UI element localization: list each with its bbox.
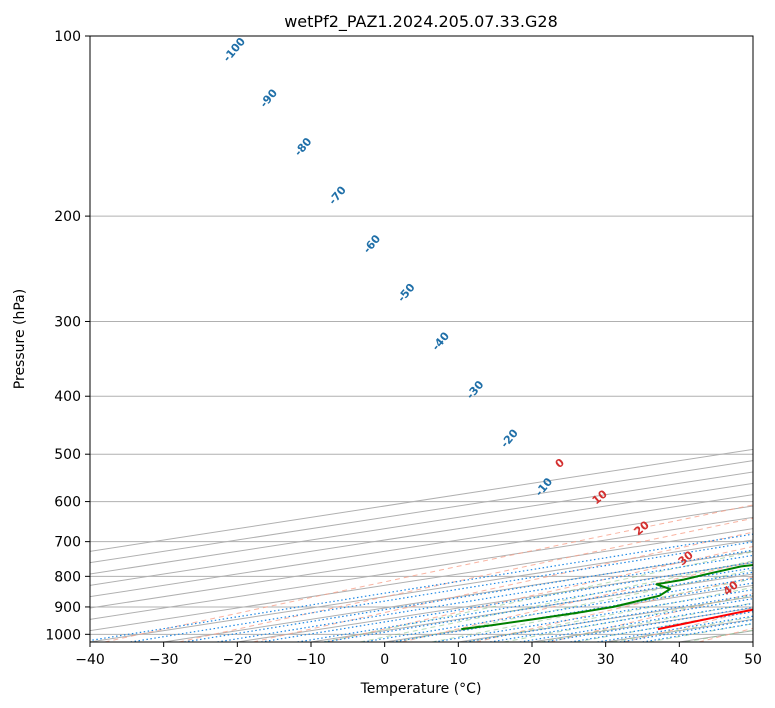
moist-adiabat <box>323 551 753 642</box>
y-tick-label: 100 <box>54 29 81 45</box>
dry-adiabat <box>327 546 753 642</box>
mixing-ratio-line <box>363 577 753 642</box>
x-tick-label: −40 <box>75 652 105 668</box>
isotherm-line <box>90 460 753 564</box>
sounding-series <box>461 563 753 631</box>
isotherm-line <box>90 471 753 575</box>
chart-title: wetPf2_PAZ1.2024.205.07.33.G28 <box>284 12 558 32</box>
moist-adiabat <box>467 586 753 642</box>
x-tick-label: 50 <box>744 652 762 668</box>
x-tick-label: −20 <box>223 652 253 668</box>
isotherm-line <box>90 448 753 552</box>
y-tick-label: 400 <box>54 389 81 405</box>
mixing-ratio-line <box>261 561 753 642</box>
mixing-ratio-line <box>324 571 753 642</box>
dry-adiabat <box>104 504 753 642</box>
isotherm-line <box>90 516 753 620</box>
x-tick-label: 40 <box>670 652 688 668</box>
y-tick-label: 300 <box>54 314 81 330</box>
y-tick-label: 700 <box>54 535 81 551</box>
isotherm-line <box>90 505 753 609</box>
x-tick-label: 10 <box>449 652 467 668</box>
x-tick-label: −30 <box>149 652 179 668</box>
skewt-background-lines <box>90 36 753 642</box>
isotherm-line <box>90 494 753 598</box>
y-tick-label: 600 <box>54 495 81 511</box>
isotherm-line <box>90 528 753 632</box>
axes: −40 −30 −20 −10 0 10 20 30 40 50 100 200 300 400 500 60… <box>45 29 762 668</box>
moist-adiabat <box>359 560 753 642</box>
dry-adiabat <box>475 576 753 642</box>
isotherm-line <box>90 539 753 642</box>
y-tick-label: 900 <box>54 600 81 616</box>
x-tick-label: 20 <box>523 652 541 668</box>
mixing-ratio-line <box>184 549 753 642</box>
x-axis-label: Temperature (°C) <box>360 681 482 697</box>
y-axis-label: Pressure (hPa) <box>12 289 28 389</box>
y-tick-label: 200 <box>54 209 81 225</box>
x-tick-label: 30 <box>597 652 615 668</box>
x-tick-label: −10 <box>296 652 326 668</box>
y-tick-label: 1000 <box>45 627 81 643</box>
plot-frame <box>89 35 754 643</box>
sounding-line-1 <box>461 563 753 631</box>
moist-adiabat <box>395 569 753 642</box>
mixing-ratio-line <box>297 567 753 642</box>
mixing-ratio-line <box>217 554 753 642</box>
isotherm-line <box>90 482 753 586</box>
y-tick-label: 500 <box>54 447 81 463</box>
y-tick-label: 800 <box>54 569 81 585</box>
x-tick-label: 0 <box>380 652 389 668</box>
